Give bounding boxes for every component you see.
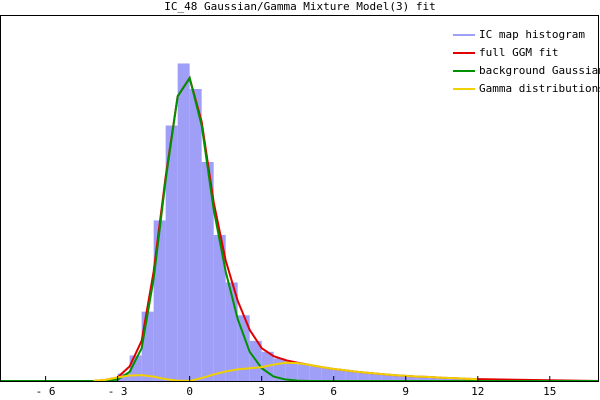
histogram-bar [237, 315, 250, 381]
histogram-bar [189, 89, 202, 381]
histogram-bar [381, 374, 394, 381]
legend-label: IC map histogram [479, 28, 585, 41]
fit-line [93, 361, 478, 383]
chart-title: IC_48 Gaussian/Gamma Mixture Model(3) fi… [164, 0, 436, 13]
histogram-bar [345, 371, 358, 381]
histogram-bar [213, 235, 226, 381]
x-tick-label: 15 [543, 385, 556, 398]
plot-area [0, 63, 600, 383]
x-tick-label: 3 [258, 385, 265, 398]
legend-label: full GGM fit [479, 46, 558, 59]
histogram-bar [417, 376, 430, 381]
histogram-bar [177, 63, 190, 381]
histogram-bar [405, 376, 418, 381]
histogram-bar [441, 378, 454, 381]
histogram-bar [153, 220, 166, 381]
histogram-bar [285, 361, 298, 381]
histogram-bar [453, 378, 466, 381]
x-tick-label: - 3 [108, 385, 128, 398]
histogram-bar [201, 162, 214, 381]
histogram-bar [357, 372, 370, 381]
x-tick-label: 6 [330, 385, 337, 398]
x-tick-label: 12 [471, 385, 484, 398]
histogram-bar [369, 373, 382, 381]
histogram-bar [333, 369, 346, 381]
x-tick-label: 9 [402, 385, 409, 398]
histogram-bar [297, 364, 310, 381]
histogram-bar [141, 311, 154, 381]
histogram-bar [393, 375, 406, 381]
histogram-bar [165, 125, 178, 381]
plot-frame [0, 15, 599, 382]
histogram-bar [309, 366, 322, 381]
legend-label: Gamma distributions [479, 82, 600, 95]
legend-label: background Gaussian [479, 64, 600, 77]
x-tick-label: - 6 [36, 385, 56, 398]
x-tick-label: 0 [186, 385, 193, 398]
histogram-bar [429, 377, 442, 381]
histogram-bar [321, 368, 334, 381]
